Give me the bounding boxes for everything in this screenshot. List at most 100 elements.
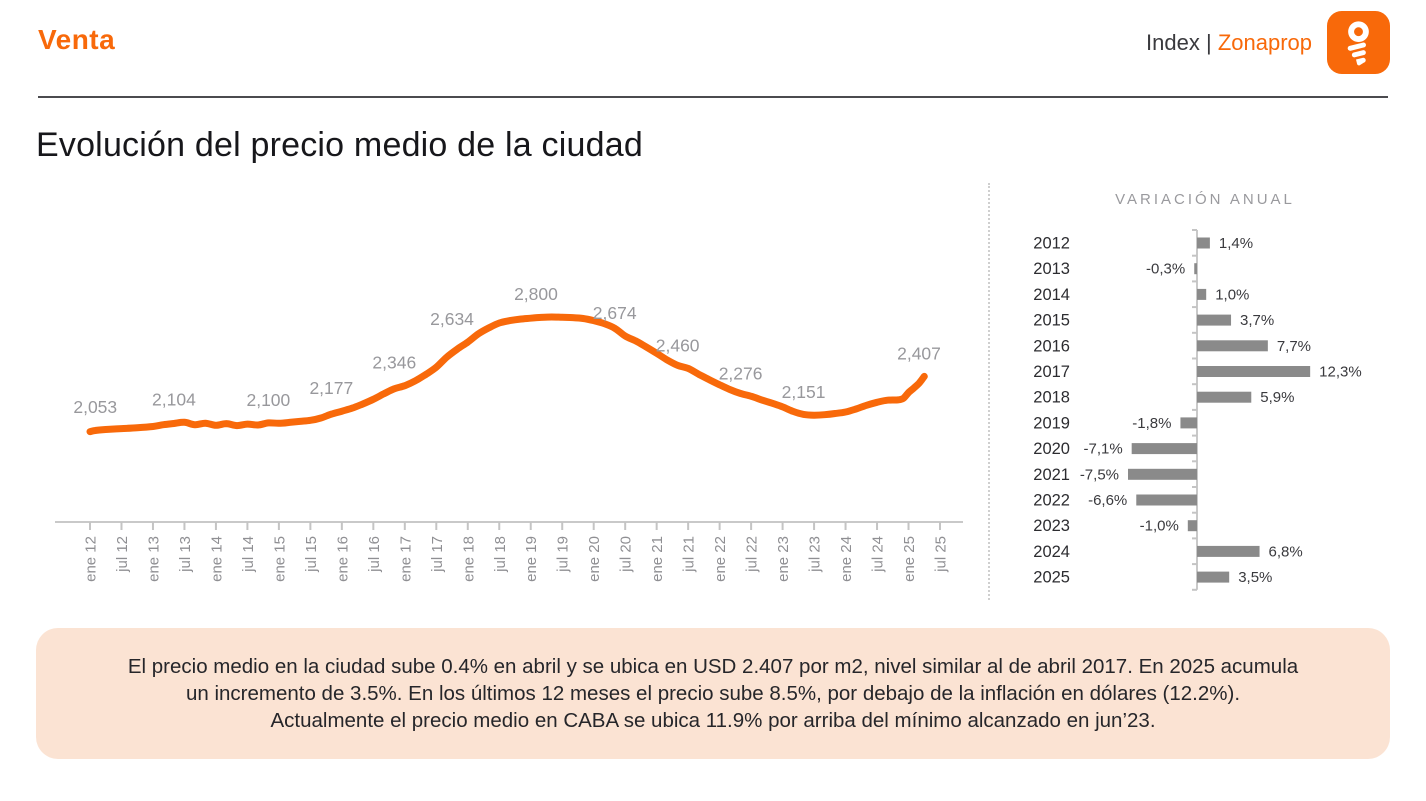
point-label: 2,800 — [514, 284, 558, 304]
svg-text:ene 16: ene 16 — [334, 536, 351, 582]
year-labels: 2012 2013 2014 2015 2016 2017 2018 2019 2020 2021… — [1033, 235, 1070, 587]
variation-bar — [1194, 263, 1197, 275]
svg-text:jul 25: jul 25 — [932, 536, 949, 573]
svg-text:ene 21: ene 21 — [649, 536, 666, 582]
summary-line-2: un incremento de 3.5%. En los últimos 12… — [185, 682, 1241, 705]
point-label: 2,053 — [73, 397, 117, 417]
variation-bar — [1197, 288, 1207, 300]
variation-bar — [1197, 237, 1210, 249]
variation-bars — [1128, 237, 1311, 583]
variation-bar — [1136, 494, 1197, 506]
year-label: 2014 — [1033, 286, 1070, 304]
point-labels: 2,053 2,104 2,100 2,177 2,346 2,634 2,800 2,674… — [73, 284, 941, 417]
svg-text:ene 17: ene 17 — [397, 536, 414, 582]
variation-value: -7,1% — [1083, 441, 1122, 458]
variation-value: 5,9% — [1260, 389, 1294, 406]
svg-text:ene 13: ene 13 — [145, 536, 162, 582]
svg-text:jul 22: jul 22 — [744, 536, 761, 573]
year-label: 2019 — [1033, 414, 1070, 432]
svg-text:jul 14: jul 14 — [240, 536, 257, 573]
variation-value: 12,3% — [1319, 364, 1362, 381]
variation-bar — [1197, 340, 1268, 352]
svg-text:jul 23: jul 23 — [807, 536, 824, 573]
variation-bar — [1197, 571, 1230, 583]
variation-value: 1,4% — [1219, 235, 1253, 252]
year-label: 2022 — [1033, 492, 1070, 510]
svg-text:ene 19: ene 19 — [523, 536, 540, 582]
svg-text:ene 18: ene 18 — [460, 536, 477, 582]
year-label: 2024 — [1033, 543, 1070, 561]
point-label: 2,177 — [309, 378, 353, 398]
point-label: 2,100 — [246, 390, 290, 410]
year-label: 2018 — [1033, 389, 1070, 407]
variation-bar — [1131, 443, 1197, 455]
header-divider — [38, 96, 1388, 98]
variation-bar — [1187, 520, 1197, 532]
year-label: 2016 — [1033, 337, 1070, 355]
point-label: 2,104 — [152, 389, 196, 409]
year-label: 2020 — [1033, 440, 1070, 458]
year-label: 2013 — [1033, 260, 1070, 278]
svg-text:ene 20: ene 20 — [586, 536, 603, 582]
svg-text:jul 21: jul 21 — [681, 536, 698, 573]
variation-bar — [1197, 366, 1311, 377]
svg-text:jul 20: jul 20 — [618, 536, 635, 573]
year-label: 2025 — [1033, 569, 1070, 587]
variation-bar — [1197, 314, 1232, 326]
svg-text:jul 17: jul 17 — [429, 536, 446, 573]
summary-line-3: Actualmente el precio medio en CABA se u… — [270, 709, 1156, 732]
svg-text:jul 18: jul 18 — [492, 536, 509, 573]
year-label: 2017 — [1033, 363, 1070, 381]
point-label: 2,346 — [372, 353, 416, 373]
variation-value: -0,3% — [1146, 261, 1185, 278]
svg-text:jul 16: jul 16 — [366, 536, 383, 573]
variation-value: -1,8% — [1132, 415, 1171, 432]
price-line — [86, 313, 928, 436]
page-title: Evolución del precio medio de la ciudad — [36, 126, 643, 164]
point-label: 2,407 — [897, 343, 941, 363]
year-label: 2023 — [1033, 517, 1070, 535]
point-label: 2,460 — [656, 335, 700, 355]
svg-text:ene 25: ene 25 — [901, 536, 918, 582]
svg-text:ene 24: ene 24 — [838, 536, 855, 582]
variation-value: -1,0% — [1140, 518, 1179, 535]
zonaprop-logo — [1327, 11, 1390, 74]
annual-variation-bar-chart: 2012 2013 2014 2015 2016 2017 2018 2019 2020 2021… — [1033, 229, 1362, 591]
variation-value: 3,7% — [1240, 312, 1274, 329]
year-label: 2015 — [1033, 312, 1070, 330]
brand-text: Index | Zonaprop — [1146, 30, 1312, 56]
variation-value: -6,6% — [1088, 492, 1127, 509]
point-label: 2,151 — [782, 382, 826, 402]
x-axis-labels: ene 12 jul 12 ene 13 jul 13 ene 14 jul 14 ene … — [83, 536, 950, 582]
summary-box: El precio medio en la ciudad sube 0.4% e… — [36, 628, 1390, 759]
point-label: 2,674 — [593, 303, 637, 323]
svg-text:jul 15: jul 15 — [303, 536, 320, 573]
price-evolution-line-chart: ene 12 jul 12 ene 13 jul 13 ene 14 jul 14 ene … — [55, 284, 963, 582]
variation-bar — [1128, 468, 1197, 480]
variation-value: 1,0% — [1215, 286, 1249, 303]
variation-bar — [1180, 417, 1197, 429]
key-icon — [1347, 21, 1369, 66]
variation-bar — [1197, 391, 1252, 403]
x-axis-ticks — [89, 522, 941, 530]
section-label-venta: Venta — [38, 24, 116, 55]
brand-index-label: Index | — [1146, 30, 1218, 55]
logo-background — [1327, 11, 1390, 74]
svg-text:jul 19: jul 19 — [555, 536, 572, 573]
brand-name: Zonaprop — [1217, 30, 1312, 55]
panel-divider — [988, 183, 990, 600]
variation-value: 6,8% — [1269, 543, 1303, 560]
year-label: 2021 — [1033, 466, 1070, 484]
point-label: 2,634 — [430, 309, 474, 329]
svg-text:ene 22: ene 22 — [712, 536, 729, 582]
svg-text:jul 13: jul 13 — [177, 536, 194, 573]
svg-text:ene 15: ene 15 — [271, 536, 288, 582]
point-label: 2,276 — [719, 363, 763, 383]
year-label: 2012 — [1033, 235, 1070, 253]
summary-line-1: El precio medio en la ciudad sube 0.4% e… — [127, 655, 1299, 678]
variation-value: 7,7% — [1277, 338, 1311, 355]
variation-bar — [1197, 545, 1260, 557]
svg-text:jul 12: jul 12 — [114, 536, 131, 573]
variation-value: 3,5% — [1238, 569, 1272, 586]
variation-value: -7,5% — [1080, 466, 1119, 483]
